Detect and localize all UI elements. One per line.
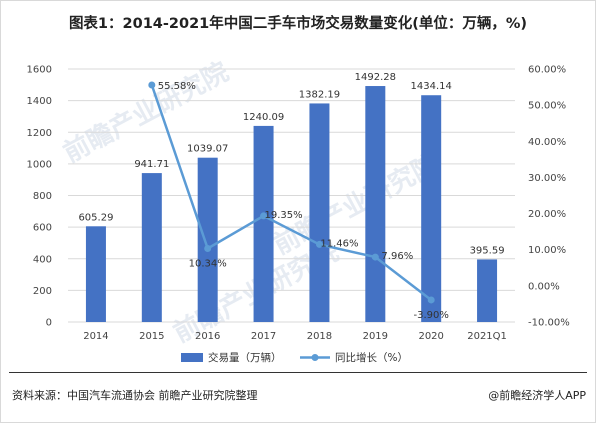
growth-value-label: 55.58% [158, 81, 196, 92]
y-left-tick-label: 1600 [27, 65, 52, 76]
x-tick-label: 2017 [251, 331, 276, 342]
y-right-tick-label: 10.00% [528, 245, 566, 256]
chart-title: 图表1：2014-2021年中国二手车市场交易数量变化(单位：万辆，%) [68, 16, 528, 32]
growth-value-label: -3.90% [413, 310, 448, 321]
growth-point [260, 212, 268, 220]
growth-value-label: 7.96% [381, 251, 413, 262]
legend-bar-swatch [181, 353, 203, 362]
growth-point [148, 81, 156, 89]
bar [477, 259, 498, 322]
legend-line-label: 同比增长（%） [335, 351, 408, 364]
bar-value-label: 1240.09 [243, 112, 284, 123]
y-right-tick-label: -10.00% [528, 318, 570, 329]
bar-value-label: 1492.28 [355, 72, 396, 83]
y-left-tick-label: 400 [33, 254, 52, 265]
bar [85, 226, 106, 322]
growth-point [315, 240, 323, 248]
y-left-tick-label: 200 [33, 286, 52, 297]
bar [141, 173, 162, 322]
y-left-tick-label: 1400 [27, 96, 52, 107]
growth-point [427, 296, 435, 304]
growth-value-label: 11.46% [320, 238, 358, 249]
y-right-tick-label: 50.00% [528, 101, 566, 112]
bar [365, 86, 386, 322]
y-right-tick-label: 20.00% [528, 209, 566, 220]
y-right-tick-label: 30.00% [528, 173, 566, 184]
bar-value-label: 395.59 [470, 245, 505, 256]
bar-value-label: 1039.07 [187, 144, 228, 155]
footer: 资料来源：中国汽车流通协会 前瞻产业研究院整理 @前瞻经济学人APP [0, 372, 596, 423]
growth-line [150, 84, 432, 301]
bar-value-label: 605.29 [78, 212, 113, 223]
x-tick-label: 2015 [139, 331, 164, 342]
growth-value-label: 19.35% [264, 210, 302, 221]
y-left-tick-label: 600 [33, 223, 52, 234]
y-left-tick-label: 1200 [27, 128, 52, 139]
x-tick-label: 2018 [307, 331, 332, 342]
bar-value-label: 1382.19 [299, 89, 340, 100]
x-tick-label: 2019 [363, 331, 388, 342]
growth-value-label: 10.34% [189, 258, 227, 269]
footer-divider [9, 372, 587, 373]
legend-line-marker [311, 354, 319, 361]
growth-point [371, 253, 379, 261]
y-right-tick-label: 40.00% [528, 137, 566, 148]
bar [309, 103, 330, 322]
growth-point [204, 244, 212, 252]
credit-note: @前瞻经济学人APP [488, 389, 586, 402]
x-tick-label: 2020 [418, 331, 443, 342]
bar [197, 157, 218, 322]
x-tick-label: 2016 [195, 331, 220, 342]
bar-value-label: 941.71 [134, 159, 169, 170]
bar [421, 95, 442, 322]
bar-value-label: 1434.14 [411, 81, 452, 92]
y-left-tick-label: 800 [33, 191, 52, 202]
x-tick-label: 2014 [83, 331, 108, 342]
x-tick-label: 2021Q1 [467, 331, 507, 342]
legend-bar-label: 交易量（万辆） [208, 351, 282, 364]
y-left-tick-label: 1000 [27, 159, 52, 170]
y-left-tick-label: 0 [46, 318, 52, 329]
chart-canvas: 前瞻产业研究院前瞻产业研究院前瞻产业研究院0200400600800100012… [27, 56, 570, 364]
source-note: 资料来源：中国汽车流通协会 前瞻产业研究院整理 [12, 389, 258, 402]
bar [253, 125, 274, 322]
y-right-tick-label: 0.00% [528, 281, 560, 292]
y-right-tick-label: 60.00% [528, 65, 566, 76]
